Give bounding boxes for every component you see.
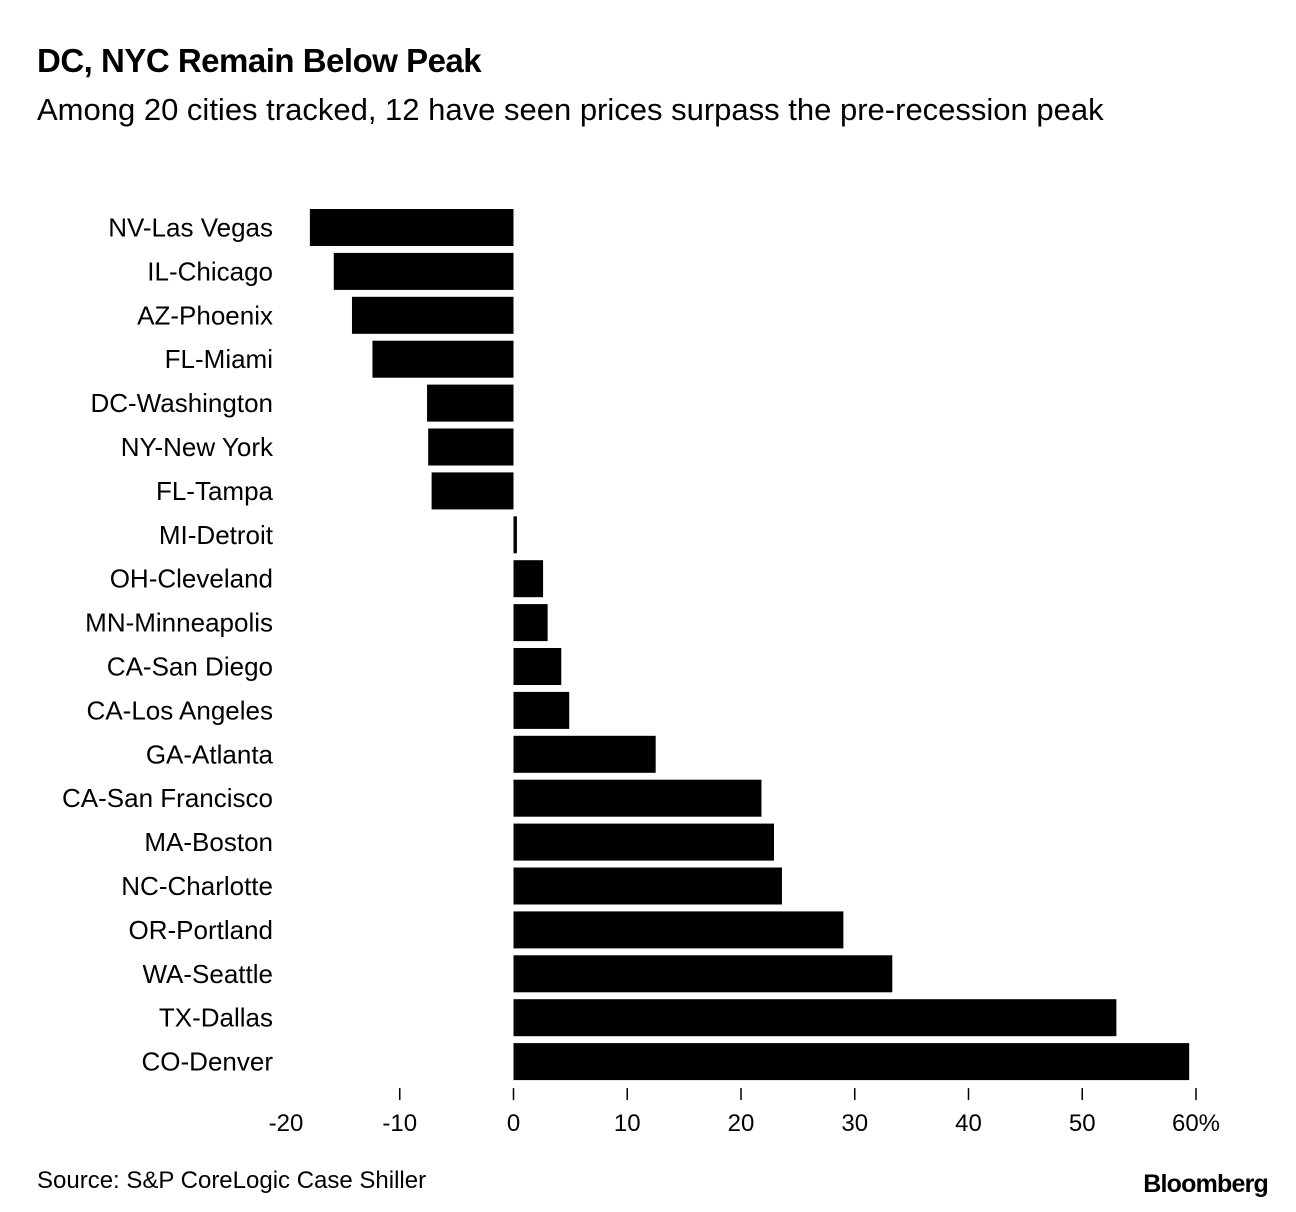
category-label: MA-Boston	[144, 827, 273, 857]
bar	[427, 384, 514, 422]
bar	[333, 252, 514, 290]
x-tick-label: -10	[382, 1110, 417, 1137]
x-tick-label: 30	[841, 1110, 868, 1137]
bar	[431, 472, 514, 510]
chart-title: DC, NYC Remain Below Peak	[37, 42, 482, 79]
category-label: IL-Chicago	[147, 256, 273, 286]
category-label: CO-Denver	[142, 1047, 274, 1077]
bar	[513, 735, 656, 773]
bloomberg-logo: Bloomberg	[1143, 1170, 1269, 1198]
bar	[513, 648, 562, 685]
bar	[513, 911, 844, 949]
bar	[351, 296, 514, 334]
bar	[513, 779, 762, 817]
x-tick-label: 50	[1069, 1110, 1096, 1137]
category-label: MN-Minneapolis	[85, 608, 273, 638]
bar	[428, 428, 514, 466]
x-tick-label: 10	[614, 1110, 641, 1137]
bar	[513, 823, 774, 861]
x-tick-label: 60%	[1172, 1110, 1220, 1137]
category-label: NC-Charlotte	[121, 871, 273, 901]
x-tick-label: 20	[728, 1110, 755, 1137]
bar	[513, 516, 517, 554]
category-label: CA-Los Angeles	[87, 695, 273, 725]
bar	[513, 1043, 1190, 1081]
category-label: OR-Portland	[129, 915, 274, 945]
category-label: MI-Detroit	[159, 520, 274, 550]
bar	[513, 560, 544, 598]
category-label: OH-Cleveland	[110, 564, 273, 594]
category-label: FL-Miami	[165, 344, 273, 374]
bar	[513, 955, 893, 993]
category-label: FL-Tampa	[156, 476, 274, 506]
x-tick-label: 40	[955, 1110, 982, 1137]
bar	[513, 691, 570, 729]
x-tick-label: -20	[269, 1110, 304, 1137]
category-label: GA-Atlanta	[146, 739, 274, 769]
category-label: CA-San Francisco	[62, 783, 273, 813]
category-label: NY-New York	[121, 432, 274, 462]
bar	[372, 340, 514, 378]
bar	[513, 867, 782, 905]
bar	[309, 209, 514, 246]
category-label: TX-Dallas	[159, 1003, 273, 1033]
source-note: Source: S&P CoreLogic Case Shiller	[37, 1167, 427, 1194]
x-tick-label: 0	[507, 1110, 520, 1137]
category-label: NV-Las Vegas	[108, 213, 273, 243]
bar	[513, 999, 1117, 1037]
bar	[513, 604, 548, 642]
category-label: DC-Washington	[90, 388, 273, 418]
category-label: CA-San Diego	[107, 652, 273, 682]
category-label: WA-Seattle	[142, 959, 273, 989]
chart-subtitle: Among 20 cities tracked, 12 have seen pr…	[37, 92, 1104, 127]
category-label: AZ-Phoenix	[137, 300, 273, 330]
